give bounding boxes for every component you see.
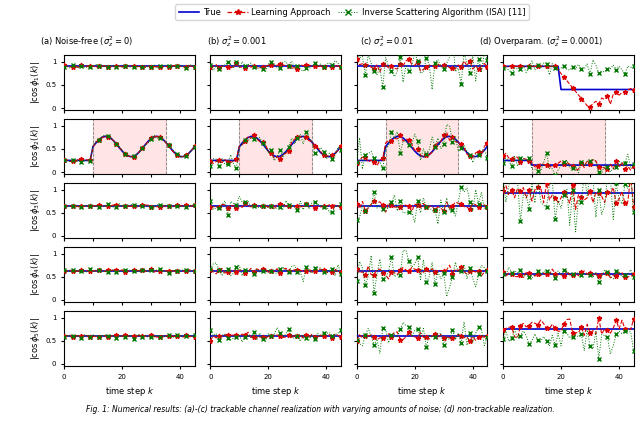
Bar: [93, 119, 166, 174]
X-axis label: time step $k$: time step $k$: [397, 386, 447, 398]
X-axis label: time step $k$: time step $k$: [251, 386, 300, 398]
X-axis label: time step $k$: time step $k$: [104, 386, 154, 398]
Legend: True, Learning Approach, Inverse Scattering Algorithm (ISA) [11]: True, Learning Approach, Inverse Scatter…: [175, 4, 529, 20]
Text: (a) Noise-free ($\sigma_z^2 = 0$): (a) Noise-free ($\sigma_z^2 = 0$): [40, 34, 133, 49]
Text: (d) Overparam. ($\sigma_z^2 = 0.0001$): (d) Overparam. ($\sigma_z^2 = 0.0001$): [479, 34, 603, 49]
Bar: [239, 119, 312, 174]
Y-axis label: $|\cos\phi_1(k)|$: $|\cos\phi_1(k)|$: [29, 61, 42, 104]
Text: (c) $\sigma_z^2 = 0.01$: (c) $\sigma_z^2 = 0.01$: [360, 34, 414, 49]
Y-axis label: $|\cos\phi_2(k)|$: $|\cos\phi_2(k)|$: [29, 125, 42, 168]
Text: (b) $\sigma_z^2 = 0.001$: (b) $\sigma_z^2 = 0.001$: [207, 34, 267, 49]
Y-axis label: $|\cos\phi_4(k)|$: $|\cos\phi_4(k)|$: [29, 253, 42, 296]
Y-axis label: $|\cos\phi_5(k)|$: $|\cos\phi_5(k)|$: [29, 317, 42, 360]
Bar: [386, 119, 458, 174]
Text: Fig. 1: Numerical results: (a)-(c) trackable channel realization with varying am: Fig. 1: Numerical results: (a)-(c) track…: [86, 405, 554, 414]
Bar: [532, 119, 605, 174]
X-axis label: time step $k$: time step $k$: [543, 386, 593, 398]
Y-axis label: $|\cos\phi_3(k)|$: $|\cos\phi_3(k)|$: [29, 189, 42, 232]
